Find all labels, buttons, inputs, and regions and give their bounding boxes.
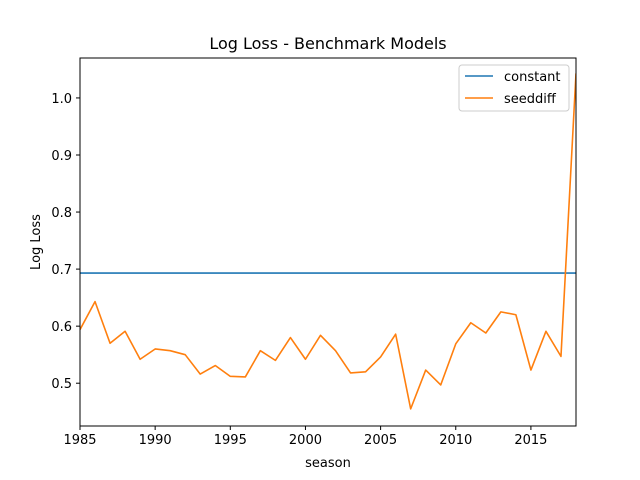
x-tick-label: 1995 <box>214 433 247 448</box>
y-tick-label: 1.0 <box>51 92 72 107</box>
y-tick-label: 0.8 <box>51 206 72 221</box>
x-tick-label: 1985 <box>63 433 96 448</box>
y-tick-label: 0.7 <box>51 263 72 278</box>
series-layer <box>80 73 576 410</box>
x-tick-label: 2005 <box>364 433 397 448</box>
series-line-seeddiff <box>80 73 576 410</box>
x-tick-label: 2000 <box>289 433 322 448</box>
y-axis-label: Log Loss <box>29 214 44 270</box>
legend: constant seeddiff <box>458 64 570 112</box>
x-tick-label: 2010 <box>439 433 472 448</box>
legend-label-constant: constant <box>504 70 561 85</box>
chart-title: Log Loss - Benchmark Models <box>209 34 446 53</box>
y-tick-label: 0.9 <box>51 149 72 164</box>
plot-area-frame <box>79 57 577 427</box>
x-axis-label: season <box>305 456 351 471</box>
axis-ticks: 1985 1990 1995 2000 2005 2010 2015 0.5 0.6 0.7 0.8… <box>51 92 547 448</box>
legend-label-seeddiff: seeddiff <box>504 92 557 107</box>
x-tick-label: 2015 <box>514 433 547 448</box>
y-tick-label: 0.5 <box>51 377 72 392</box>
y-tick-label: 0.6 <box>51 320 72 335</box>
x-tick-label: 1990 <box>139 433 172 448</box>
